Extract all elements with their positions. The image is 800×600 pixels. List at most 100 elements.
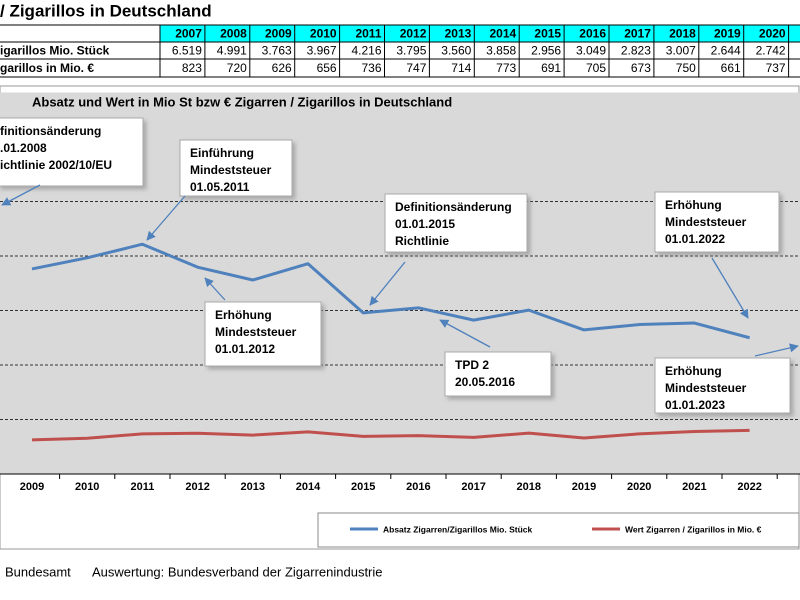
cell: 720 (227, 61, 247, 75)
cell: 3.795 (396, 44, 426, 58)
column-header: 2008 (220, 27, 247, 41)
annotation-text: Erhöhung (215, 308, 272, 322)
cell: 626 (272, 61, 292, 75)
annotation-box (384, 193, 528, 253)
cell: 661 (721, 61, 741, 75)
x-tick-label: 2016 (406, 481, 430, 493)
cell: 4.216 (351, 44, 381, 58)
legend-label: Wert Zigarren / Zigarillos in Mio. € (625, 524, 762, 534)
annotation-text: .01.2008 (0, 141, 47, 155)
column-header: 2017 (624, 27, 651, 41)
cell: 737 (766, 61, 786, 75)
column-header: 2014 (489, 27, 516, 41)
cell: 3.007 (666, 44, 696, 58)
annotation-text: Mindeststeuer (665, 215, 747, 229)
column-header: 2020 (759, 27, 786, 41)
annotation-arrow (146, 195, 186, 241)
cell: 3.967 (307, 44, 337, 58)
annotation-arrow (1, 184, 41, 206)
cell: 2.823 (621, 44, 651, 58)
annotation-text: Definitionsänderung (395, 200, 512, 214)
cell: 656 (317, 61, 337, 75)
column-header: 2012 (400, 27, 427, 41)
cell: 3.049 (576, 44, 606, 58)
annotation-arrow (754, 343, 799, 357)
annotation-box (179, 139, 293, 197)
x-tick-label: 2022 (737, 481, 761, 493)
cell: 4.991 (217, 44, 247, 58)
x-tick-label: 2010 (75, 481, 99, 493)
annotation-text: TPD 2 (455, 358, 489, 372)
x-tick-label: 2018 (517, 481, 541, 493)
legend-box (317, 512, 800, 548)
annotation-text: Mindeststeuer (665, 381, 747, 395)
column-header: 2015 (534, 27, 561, 41)
annotation-arrow (439, 319, 491, 348)
x-tick-label: 2020 (627, 481, 651, 493)
annotation-arrow (369, 261, 406, 306)
annotation-text: 01.01.2023 (665, 398, 725, 412)
cell: 673 (631, 61, 651, 75)
cell: 2.742 (756, 44, 786, 58)
annotation-text: ichtlinie 2002/10/EU (0, 158, 112, 172)
cell: 747 (406, 61, 426, 75)
annotation-text: Mindeststeuer (215, 325, 297, 339)
annotation-text: Erhöhung (665, 364, 722, 378)
annotation-text: Erhöhung (665, 198, 722, 212)
annotation-text: Mindeststeuer (190, 163, 272, 177)
column-header: 2013 (445, 27, 472, 41)
cell: 3.858 (486, 44, 516, 58)
column-header: 2011 (355, 27, 381, 41)
x-tick-label: 2009 (20, 481, 44, 493)
column-header: 2019 (714, 27, 741, 41)
column-header: 2009 (265, 27, 292, 41)
annotation-text: 01.01.2022 (665, 232, 725, 246)
annotation-text: 01.01.2012 (215, 342, 275, 356)
x-tick-label: 2012 (185, 481, 209, 493)
cell: 6.519 (172, 44, 202, 58)
x-tick-label: 2015 (351, 481, 375, 493)
column-header: 2018 (669, 27, 696, 41)
annotation-text: 01.01.2015 (395, 217, 455, 231)
row-label: igarillos Mio. Stück (0, 44, 110, 58)
cell: 3.763 (262, 44, 292, 58)
x-tick-label: 2013 (241, 481, 265, 493)
x-tick-label: 2014 (296, 481, 321, 493)
series-line (31, 242, 750, 340)
column-header: 2007 (175, 27, 202, 41)
cell: 773 (496, 61, 516, 75)
annotation-box (204, 301, 322, 367)
cell: 750 (676, 61, 696, 75)
series-line (31, 428, 750, 442)
table-header-bg (160, 25, 800, 42)
x-tick-label: 2019 (572, 481, 596, 493)
cell: 3.560 (441, 44, 471, 58)
cell: 823 (182, 61, 202, 75)
x-tick-label: 2021 (682, 481, 706, 493)
annotation-arrow (204, 277, 226, 301)
row-label: garillos in Mio. € (0, 61, 94, 75)
legend-label: Absatz Zigarren/Zigarillos Mio. Stück (383, 524, 533, 534)
x-tick-label: 2011 (130, 481, 154, 493)
annotation-arrow (711, 257, 749, 319)
column-header: 2010 (310, 27, 337, 41)
annotation-text: 01.05.2011 (190, 180, 250, 194)
footer-source: Bundesamt (5, 564, 71, 579)
annotation-box (654, 191, 780, 253)
cell: 691 (541, 61, 561, 75)
cell: 736 (361, 61, 381, 75)
cell: 2.956 (531, 44, 561, 58)
annotation-text: finitionsänderung (0, 124, 101, 138)
annotation-box (444, 351, 552, 397)
annotation-text: Richtlinie (395, 234, 449, 248)
cell: 705 (586, 61, 606, 75)
column-header: 2016 (579, 27, 606, 41)
x-tick-label: 2017 (461, 481, 485, 493)
annotation-box (0, 117, 144, 187)
annotation-text: Einführung (190, 146, 254, 160)
cell: 2.644 (711, 44, 741, 58)
annotation-text: 20.05.2016 (455, 375, 515, 389)
cell: 714 (451, 61, 471, 75)
